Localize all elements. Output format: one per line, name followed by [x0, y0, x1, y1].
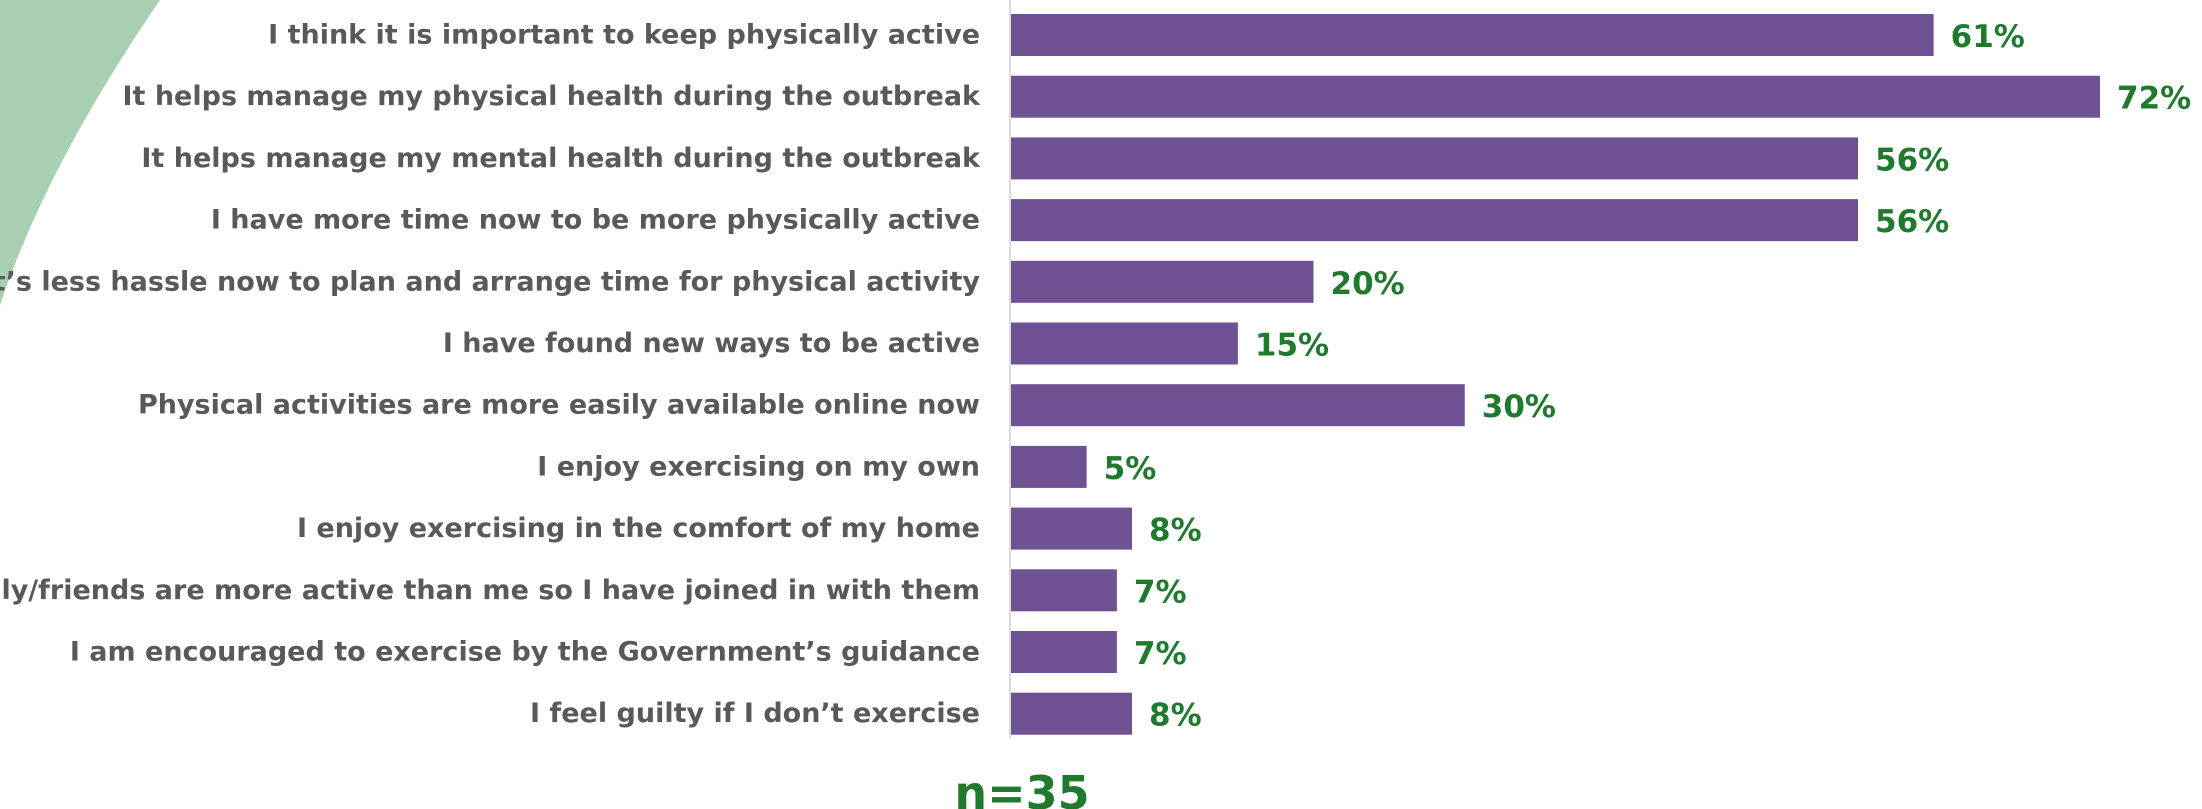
data-labels-group: 61% 72% 56% 56% 20%15% 30% 5% 8% 7% 7% 8% [1104, 19, 2192, 734]
data-label: 7% [1134, 574, 1187, 610]
bar [1011, 322, 1238, 365]
category-label: It helps manage my physical health durin… [122, 81, 981, 112]
category-label: I have found new ways to be active [443, 328, 980, 359]
category-label: Physical activities are more easily avai… [138, 390, 980, 421]
category-label: I feel guilty if I don’t exercise [530, 698, 980, 729]
bar [1011, 75, 2100, 118]
data-label: 56% [1875, 142, 1949, 178]
category-labels-group: I think it is important to keep physical… [0, 20, 981, 730]
data-label: 15% [1255, 328, 1329, 364]
data-label: 8% [1149, 513, 1202, 549]
decorative-green-arc [0, 0, 160, 305]
data-label: 8% [1149, 698, 1202, 734]
bar [1011, 631, 1117, 673]
category-label: I think it is important to keep physical… [268, 20, 980, 51]
data-label: 20% [1331, 266, 1405, 302]
bar [1011, 692, 1132, 735]
bar [1011, 199, 1858, 242]
bar [1011, 445, 1087, 488]
sample-size-annotation: n=35 [954, 766, 1089, 809]
category-label: I enjoy exercising on my own [537, 451, 980, 482]
data-label: 61% [1951, 19, 2025, 55]
bar [1011, 569, 1117, 612]
bar [1011, 507, 1132, 550]
category-label: I enjoy exercising in the comfort of my … [297, 513, 980, 544]
category-label: It’s less hassle now to plan and arrange… [0, 266, 980, 297]
category-label: I am encouraged to exercise by the Gover… [70, 637, 980, 668]
category-label: I have more time now to be more physical… [211, 205, 980, 236]
bars-group [1011, 14, 2100, 735]
data-label: 7% [1134, 636, 1187, 672]
data-label: 72% [2117, 81, 2191, 117]
category-label: My family/friends are more active than m… [0, 575, 980, 606]
bar [1011, 260, 1314, 303]
category-label: It helps manage my mental health during … [141, 143, 981, 174]
bar [1011, 137, 1858, 180]
data-label: 5% [1104, 451, 1157, 487]
data-label: 56% [1875, 204, 1949, 240]
bar [1011, 14, 1934, 56]
bar [1011, 384, 1465, 427]
data-label: 30% [1482, 389, 1556, 425]
